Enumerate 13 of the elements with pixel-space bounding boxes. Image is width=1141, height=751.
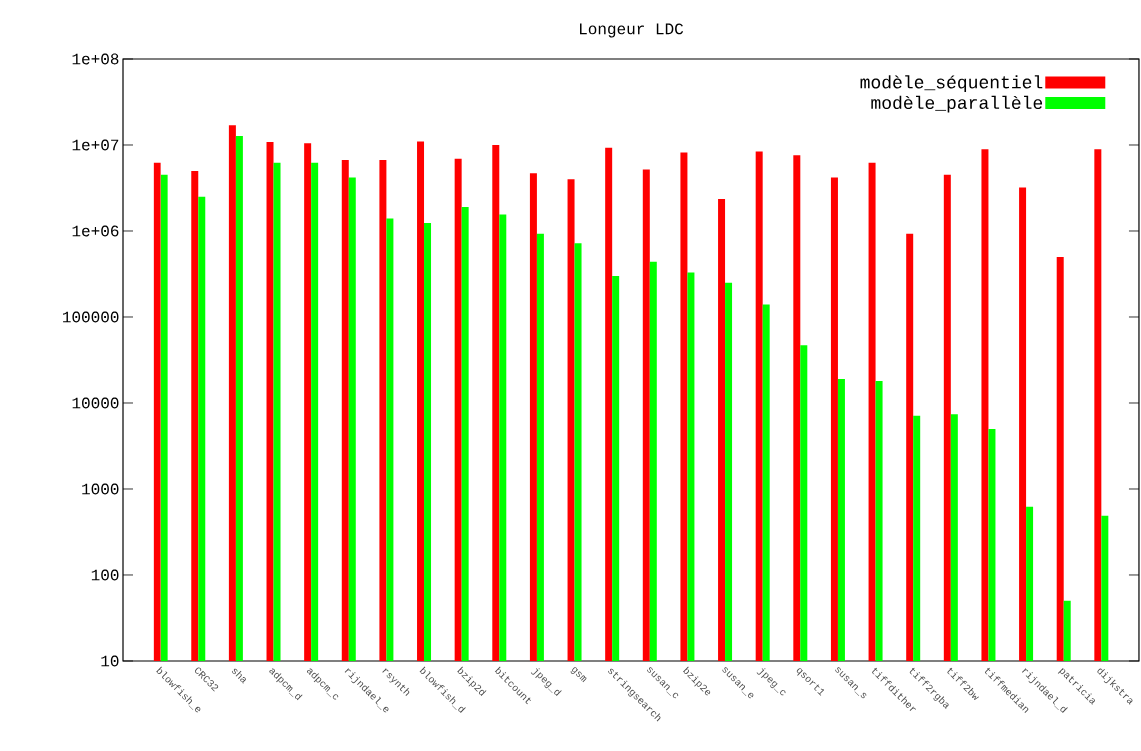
y-tick-label: 1000 xyxy=(82,483,119,495)
chart-title: Longeur LDC xyxy=(580,23,684,38)
legend-label: modèle_parallèle xyxy=(871,95,1043,113)
x-tick-label: sha xyxy=(231,668,246,684)
y-tick-label: 1e+06 xyxy=(72,225,119,237)
y-tick-label: 10000 xyxy=(72,397,119,409)
y-tick-label: 100000 xyxy=(63,311,119,323)
x-tick-label: gsm xyxy=(570,667,587,683)
y-tick-label: 1e+08 xyxy=(72,53,119,65)
legend-label: modèle_séquentiel xyxy=(860,75,1043,93)
y-tick-label: 100 xyxy=(91,569,119,581)
y-tick-label: 1e+07 xyxy=(72,139,119,151)
y-tick-label: 10 xyxy=(101,655,119,667)
